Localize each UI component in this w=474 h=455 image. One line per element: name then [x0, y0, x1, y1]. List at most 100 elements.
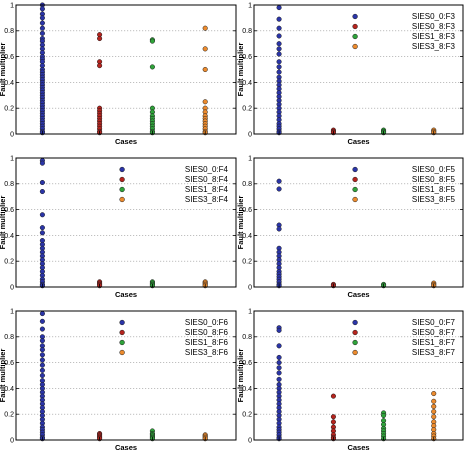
data-point [330, 393, 336, 399]
legend-label: SIES0_8:F4 [185, 175, 229, 184]
data-point [39, 367, 45, 373]
data-point [39, 25, 45, 31]
data-point [97, 63, 103, 69]
legend-label: SIES3_8:F4 [185, 195, 229, 204]
legend-marker [352, 23, 358, 30]
data-point [276, 360, 282, 366]
y-tick-label: 0.4 [242, 386, 252, 393]
legend-marker [119, 319, 125, 326]
plot-frame [15, 310, 237, 441]
data-point [276, 5, 282, 11]
legend-label: SIES0_0:F4 [185, 165, 229, 174]
y-axis-label: Fault multiplier [0, 196, 7, 250]
data-point [39, 212, 45, 218]
legend-label: SIES1_8:F6 [185, 338, 229, 347]
legend-label: SIES0_0:F6 [185, 318, 229, 327]
x-axis-label: Cases [115, 443, 137, 452]
legend-marker [352, 329, 358, 336]
legend-label: SIES0_8:F7 [412, 328, 456, 337]
plot-frame [253, 157, 464, 288]
data-point [39, 230, 45, 236]
data-point [276, 365, 282, 371]
legend-label: SIES0_0:F3 [412, 12, 456, 21]
y-tick-label: 1 [10, 2, 14, 9]
y-tick-label: 0.6 [242, 207, 252, 214]
legend-label: SIES3_8:F3 [412, 42, 456, 51]
legend-marker [352, 196, 358, 203]
y-tick-label: 0 [248, 284, 252, 291]
data-point [39, 362, 45, 368]
legend-label: SIES3_8:F6 [185, 348, 229, 357]
data-point [276, 64, 282, 70]
data-point [39, 372, 45, 379]
y-tick-label: 0.4 [242, 233, 252, 240]
data-point [276, 186, 282, 192]
legend-label: SIES3_8:F7 [412, 348, 456, 357]
data-point [276, 376, 282, 382]
data-point [431, 391, 437, 397]
data-point [276, 33, 282, 39]
y-tick-label: 0.6 [4, 360, 14, 367]
legend-marker [352, 186, 358, 193]
panel-f3: 0 0.2 0.4 0.6 0.8 1 Cases Fault multiplier SIES0… [236, 2, 464, 146]
y-tick-label: 0.4 [242, 80, 252, 87]
data-point [39, 338, 45, 344]
data-point [39, 225, 45, 231]
legend-marker [352, 166, 358, 173]
plot-frame [253, 4, 464, 135]
y-tick-label: 0.8 [242, 334, 252, 341]
data-point [276, 16, 282, 22]
data-point [276, 226, 282, 232]
data-point [431, 403, 437, 410]
y-axis-label: Fault multiplier [236, 196, 245, 250]
panel-f4: 0 0.2 0.4 0.6 0.8 1 Cases Fault multiplier SIES0… [0, 155, 237, 299]
legend-marker [119, 329, 125, 336]
data-point [276, 41, 282, 47]
data-point [39, 15, 45, 21]
x-axis-label: Cases [347, 137, 369, 146]
y-tick-label: 1 [10, 308, 14, 315]
data-point [39, 326, 45, 332]
panel-f5: 0 0.2 0.4 0.6 0.8 1 Cases Fault multiplier SIES0… [236, 155, 464, 299]
data-point [39, 347, 45, 353]
y-tick-label: 0.2 [4, 259, 14, 266]
legend-marker [119, 339, 125, 346]
legend-label: SIES0_8:F5 [412, 175, 456, 184]
data-point [276, 69, 282, 75]
plot-frame [15, 4, 237, 135]
y-tick-label: 0.2 [242, 412, 252, 419]
legend-marker [119, 176, 125, 183]
legend-label: SIES0_0:F5 [412, 165, 456, 174]
y-tick-label: 0.6 [4, 207, 14, 214]
data-point [276, 343, 282, 349]
legend-label: SIES0_0:F7 [412, 318, 456, 327]
data-point [276, 51, 282, 57]
y-tick-label: 0 [10, 131, 14, 138]
legend-label: SIES1_8:F7 [412, 338, 456, 347]
legend-marker [352, 33, 358, 40]
y-tick-label: 0.2 [4, 412, 14, 419]
x-axis-label: Cases [347, 290, 369, 299]
legend-marker [119, 196, 125, 203]
y-tick-label: 0.2 [242, 259, 252, 266]
legend-label: SIES1_8:F5 [412, 185, 456, 194]
y-tick-label: 0 [10, 284, 14, 291]
data-point [276, 354, 282, 360]
data-point [431, 398, 437, 404]
data-point [39, 188, 45, 195]
y-tick-label: 1 [248, 308, 252, 315]
data-point [431, 414, 437, 420]
data-point [276, 25, 282, 31]
y-tick-label: 0 [10, 437, 14, 444]
legend-marker [352, 43, 358, 50]
data-point [149, 38, 155, 44]
data-point [202, 46, 208, 52]
y-tick-label: 1 [248, 2, 252, 9]
y-tick-label: 0.6 [242, 360, 252, 367]
data-point [39, 160, 45, 166]
data-point [381, 412, 387, 419]
data-point [149, 64, 155, 70]
y-axis-label: Fault multiplier [236, 43, 245, 97]
